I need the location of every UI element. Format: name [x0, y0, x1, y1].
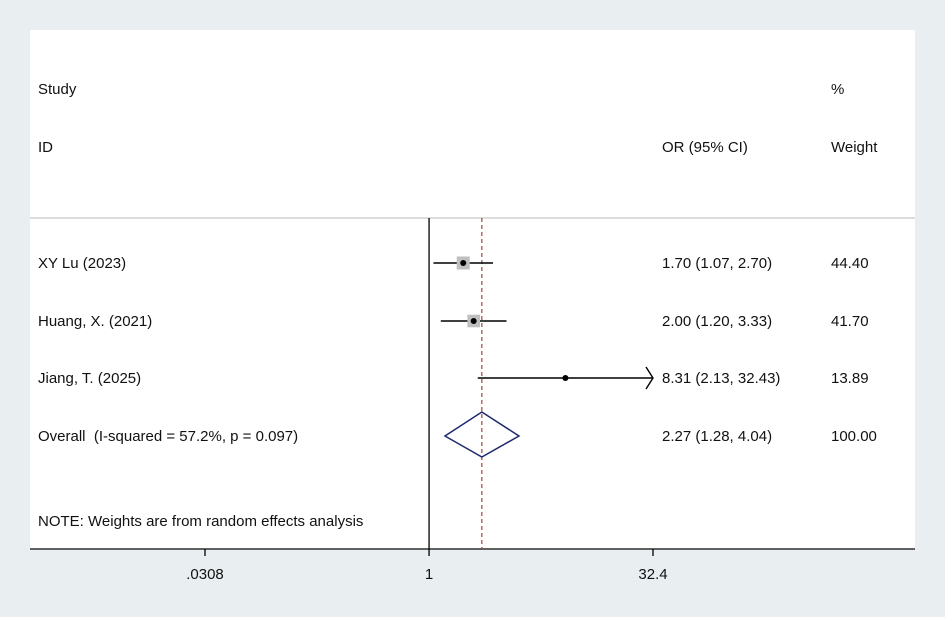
study-header: Study	[38, 81, 77, 98]
id-header: ID	[38, 139, 53, 156]
weight-percent-header: %	[831, 81, 845, 98]
x-tick-label: .0308	[186, 566, 224, 583]
study-label: XY Lu (2023)	[38, 255, 127, 272]
study-weight: 13.89	[831, 370, 869, 387]
weight-header: Weight	[831, 139, 878, 156]
study-label: Jiang, T. (2025)	[38, 370, 142, 387]
note-text: NOTE: Weights are from random effects an…	[38, 513, 364, 530]
point-estimate	[460, 260, 467, 266]
x-tick-label: 1	[424, 566, 434, 583]
or-ci-header: OR (95% CI)	[662, 139, 748, 156]
point-estimate	[562, 375, 569, 381]
study-ci-text: 2.00 (1.20, 3.33)	[662, 313, 773, 330]
overall-diamond	[443, 411, 521, 458]
plot-panel	[30, 30, 915, 550]
ci-arrow	[645, 366, 654, 390]
x-tick-label: 32.4	[638, 566, 668, 583]
point-estimate	[470, 318, 477, 324]
overall-label: Overall (I-squared = 57.2%, p = 0.097)	[38, 428, 299, 445]
overall-weight: 100.00	[831, 428, 877, 445]
study-weight: 41.70	[831, 313, 869, 330]
study-ci-text: 8.31 (2.13, 32.43)	[662, 370, 781, 387]
study-weight: 44.40	[831, 255, 869, 272]
study-ci-text: 1.70 (1.07, 2.70)	[662, 255, 773, 272]
study-label: Huang, X. (2021)	[38, 313, 153, 330]
overall-ci-text: 2.27 (1.28, 4.04)	[662, 428, 773, 445]
